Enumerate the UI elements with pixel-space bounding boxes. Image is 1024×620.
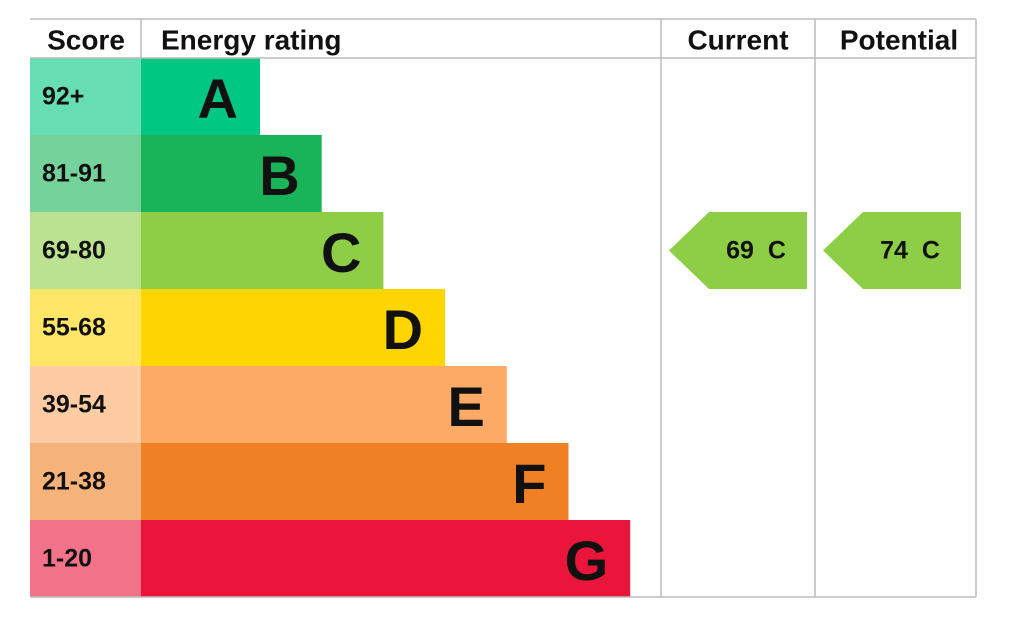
arrow-value: 69 xyxy=(726,237,754,265)
score-label: 1-20 xyxy=(42,545,92,573)
arrow-letter: C xyxy=(922,237,940,265)
header-potential: Potential xyxy=(840,25,958,56)
score-cell xyxy=(30,135,141,212)
rating-bar xyxy=(141,443,569,520)
rating-letter: E xyxy=(447,375,484,438)
arrow-label: 69 C xyxy=(726,237,786,265)
rating-bar xyxy=(141,289,446,366)
score-cell xyxy=(30,366,141,443)
score-label: 39-54 xyxy=(42,391,106,419)
rating-letter: F xyxy=(512,452,546,515)
score-label: 81-91 xyxy=(42,160,106,188)
score-cell xyxy=(30,58,141,135)
score-cell xyxy=(30,443,141,520)
rating-arrow xyxy=(669,212,807,289)
arrow-value: 74 xyxy=(880,237,908,265)
rating-letter: A xyxy=(198,67,238,130)
score-label: 21-38 xyxy=(42,468,106,496)
rating-letter: C xyxy=(321,221,361,284)
rating-letter: B xyxy=(259,144,299,207)
header-current: Current xyxy=(687,25,788,56)
arrow-label: 74 C xyxy=(880,237,940,265)
rating-letter: G xyxy=(565,529,609,592)
header-rating: Energy rating xyxy=(161,25,341,56)
rating-bar xyxy=(141,135,322,212)
rating-bar xyxy=(141,520,631,597)
score-cell xyxy=(30,520,141,597)
rating-bar xyxy=(141,366,507,443)
rating-arrow xyxy=(823,212,961,289)
score-label: 69-80 xyxy=(42,237,106,265)
score-cell xyxy=(30,289,141,366)
rating-letter: D xyxy=(383,298,423,361)
score-cell xyxy=(30,212,141,289)
rating-bar xyxy=(141,58,260,135)
header-score: Score xyxy=(47,25,125,56)
rating-bar xyxy=(141,212,384,289)
score-label: 55-68 xyxy=(42,314,106,342)
score-label: 92+ xyxy=(42,83,84,111)
arrow-letter: C xyxy=(768,237,786,265)
